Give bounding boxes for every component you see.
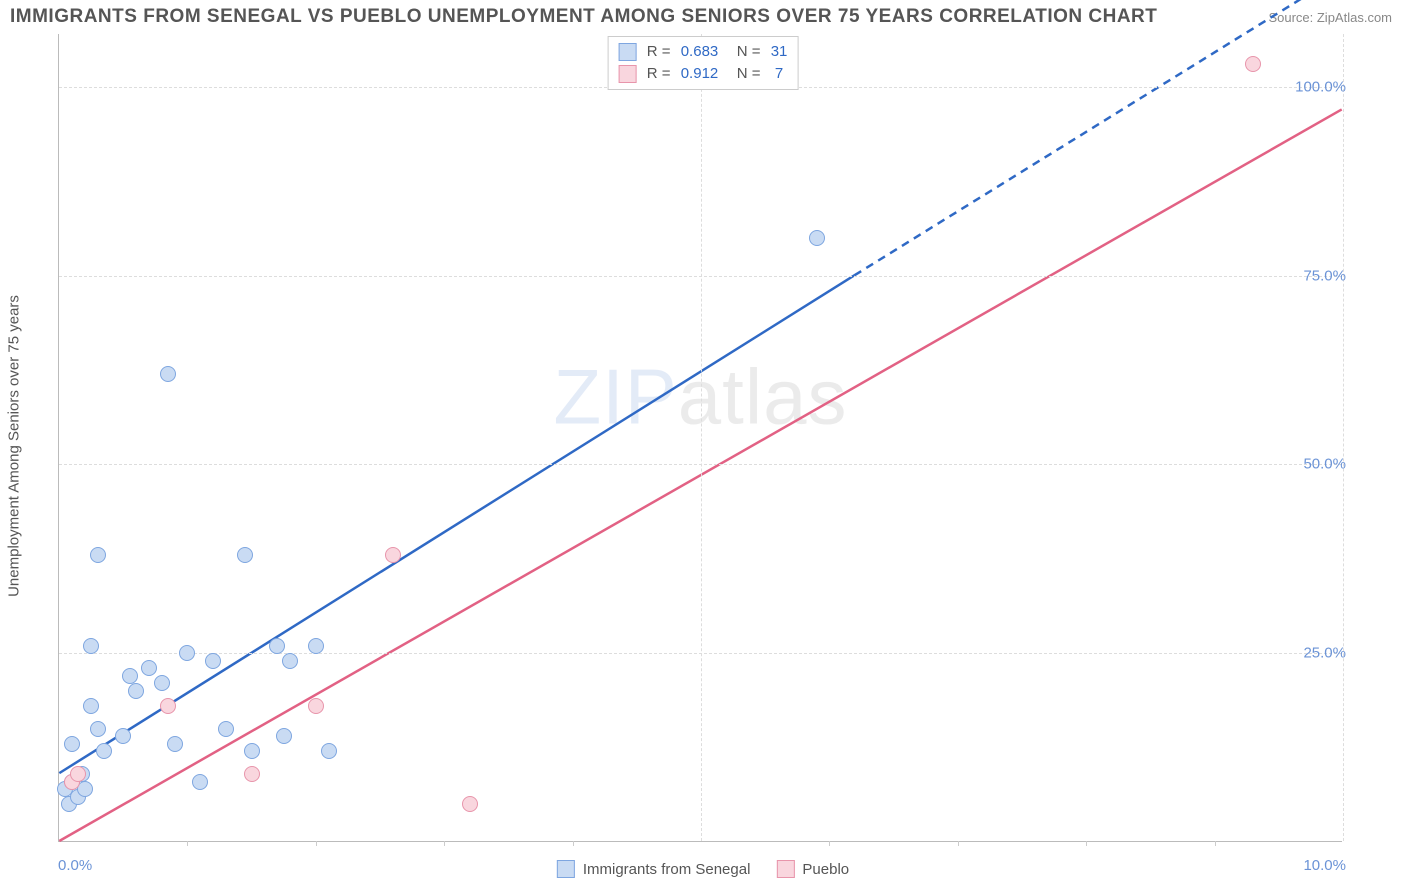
legend-r-label: R = — [643, 63, 675, 85]
y-tick-label: 25.0% — [1303, 645, 1346, 662]
x-tick-minor — [187, 841, 188, 846]
data-point — [205, 653, 221, 669]
chart-container: IMMIGRANTS FROM SENEGAL VS PUEBLO UNEMPL… — [0, 0, 1406, 892]
x-tick-minor — [573, 841, 574, 846]
x-tick-minor — [829, 841, 830, 846]
data-point — [179, 645, 195, 661]
legend-swatch — [619, 65, 637, 83]
data-point — [154, 675, 170, 691]
data-point — [244, 743, 260, 759]
y-tick-label: 75.0% — [1303, 267, 1346, 284]
data-point — [308, 638, 324, 654]
data-point — [122, 668, 138, 684]
x-tick-minor — [1086, 841, 1087, 846]
data-point — [160, 698, 176, 714]
legend-n-label: N = — [724, 41, 764, 63]
plot-area: ZIPatlas — [58, 34, 1342, 842]
legend-swatch — [557, 860, 575, 878]
y-tick-label: 100.0% — [1295, 78, 1346, 95]
series-legend: Immigrants from Senegal Pueblo — [557, 860, 849, 878]
data-point — [64, 736, 80, 752]
data-point — [96, 743, 112, 759]
data-point — [282, 653, 298, 669]
legend-r-label: R = — [643, 41, 675, 63]
legend-swatch — [619, 43, 637, 61]
legend-row: R = 0.683 N = 31 — [619, 41, 788, 63]
data-point — [462, 796, 478, 812]
data-point — [90, 547, 106, 563]
legend-swatch — [776, 860, 794, 878]
data-point — [244, 766, 260, 782]
legend-label: Pueblo — [802, 861, 849, 878]
data-point — [385, 547, 401, 563]
legend-item: Immigrants from Senegal — [557, 860, 751, 878]
x-tick-minor — [1215, 841, 1216, 846]
data-point — [83, 698, 99, 714]
y-axis-label: Unemployment Among Seniors over 75 years — [6, 144, 23, 446]
data-point — [141, 660, 157, 676]
gridline-vertical — [1343, 34, 1344, 841]
trend-line — [59, 275, 854, 773]
chart-title: IMMIGRANTS FROM SENEGAL VS PUEBLO UNEMPL… — [10, 6, 1157, 28]
correlation-legend: R = 0.683 N = 31 R = 0.912 N = 7 — [608, 36, 799, 90]
data-point — [160, 366, 176, 382]
y-axis-label-text: Unemployment Among Seniors over 75 years — [6, 295, 23, 597]
data-point — [128, 683, 144, 699]
data-point — [276, 728, 292, 744]
data-point — [115, 728, 131, 744]
x-tick-minor — [958, 841, 959, 846]
x-axis-min: 0.0% — [58, 857, 92, 874]
data-point — [809, 230, 825, 246]
legend-row: R = 0.912 N = 7 — [619, 63, 788, 85]
legend-n-label: N = — [724, 63, 764, 85]
legend-r-value: 0.683 — [681, 41, 719, 63]
trend-line-dashed — [854, 0, 1341, 275]
data-point — [90, 721, 106, 737]
x-tick-minor — [444, 841, 445, 846]
data-point — [83, 638, 99, 654]
data-point — [269, 638, 285, 654]
legend-label: Immigrants from Senegal — [583, 861, 751, 878]
source-attribution: Source: ZipAtlas.com — [1268, 10, 1392, 25]
data-point — [237, 547, 253, 563]
data-point — [70, 766, 86, 782]
y-tick-label: 50.0% — [1303, 456, 1346, 473]
legend-r-value: 0.912 — [681, 63, 719, 85]
data-point — [167, 736, 183, 752]
data-point — [308, 698, 324, 714]
data-point — [1245, 56, 1261, 72]
gridline-vertical — [701, 34, 702, 841]
data-point — [218, 721, 234, 737]
legend-n-value: 31 — [771, 41, 788, 63]
legend-item: Pueblo — [776, 860, 849, 878]
legend-n-value: 7 — [771, 63, 784, 85]
x-tick-minor — [316, 841, 317, 846]
data-point — [321, 743, 337, 759]
x-axis-max: 10.0% — [1303, 857, 1346, 874]
data-point — [192, 774, 208, 790]
